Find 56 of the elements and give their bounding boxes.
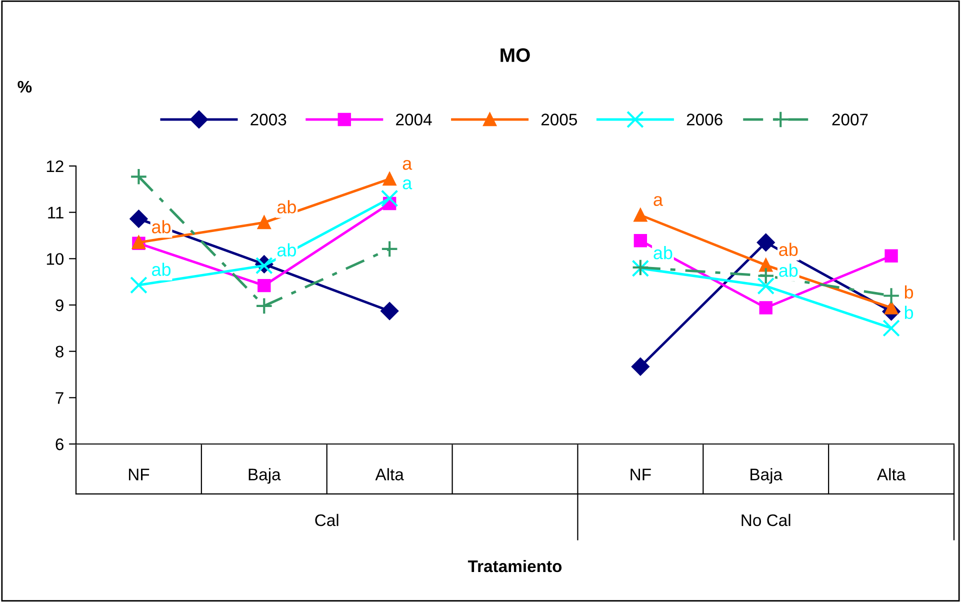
data-label: a — [402, 160, 412, 170]
data-label: ab — [152, 220, 171, 234]
point — [759, 258, 772, 272]
data-label: ab — [277, 243, 296, 256]
y-tick-label: 11 — [48, 206, 64, 218]
point — [634, 234, 648, 248]
point — [380, 190, 398, 208]
point — [130, 168, 148, 186]
point — [634, 208, 648, 222]
point — [258, 278, 271, 292]
chart-title: MO — [500, 48, 530, 62]
x-axis-title: Tratamiento — [468, 560, 562, 572]
y-tick-label: 12 — [46, 160, 64, 172]
data-label: a — [402, 179, 412, 190]
point — [632, 358, 650, 376]
data-label: b — [904, 285, 914, 299]
point — [882, 319, 900, 337]
legend-label: 2006 — [686, 114, 722, 126]
text: Cal — [315, 514, 338, 526]
legend-label: 2004 — [396, 114, 432, 126]
legend-label: 2005 — [541, 114, 578, 126]
point — [884, 249, 898, 262]
x-tick-label: NF — [630, 468, 651, 480]
point — [882, 287, 900, 304]
point — [380, 240, 398, 258]
point — [130, 276, 148, 294]
x-tick-label: NF — [128, 468, 150, 480]
data-label: b — [904, 306, 914, 320]
point — [255, 297, 273, 315]
data-label: ab — [779, 264, 798, 277]
point — [258, 216, 271, 230]
x-tick-label: Alta — [876, 468, 906, 480]
point — [130, 210, 148, 228]
point — [759, 301, 772, 314]
point — [382, 172, 396, 186]
x-tick-label: Baja — [248, 468, 281, 484]
point — [757, 267, 775, 284]
y-tick-label: 6 — [56, 438, 64, 450]
data-label: ab — [277, 200, 296, 214]
data-label: ab — [152, 262, 171, 276]
data-label: ab — [779, 242, 798, 256]
y-tick-label: 7 — [56, 392, 64, 404]
text: No Cal — [742, 514, 790, 526]
legend-label: 2003 — [250, 114, 286, 126]
data-label: a — [654, 196, 663, 206]
point — [756, 234, 775, 252]
y-tick-label: 8 — [56, 346, 64, 358]
legend-label: 2007 — [832, 114, 868, 126]
y-tick-label: 9 — [56, 299, 64, 312]
data-label: ab — [654, 246, 672, 260]
x-tick-label: Alta — [375, 468, 404, 480]
point — [380, 302, 398, 320]
point — [757, 277, 775, 295]
y-tick-label: 10 — [46, 253, 64, 265]
x-tick-label: Baja — [750, 468, 783, 484]
y-axis-title: % — [18, 80, 32, 93]
